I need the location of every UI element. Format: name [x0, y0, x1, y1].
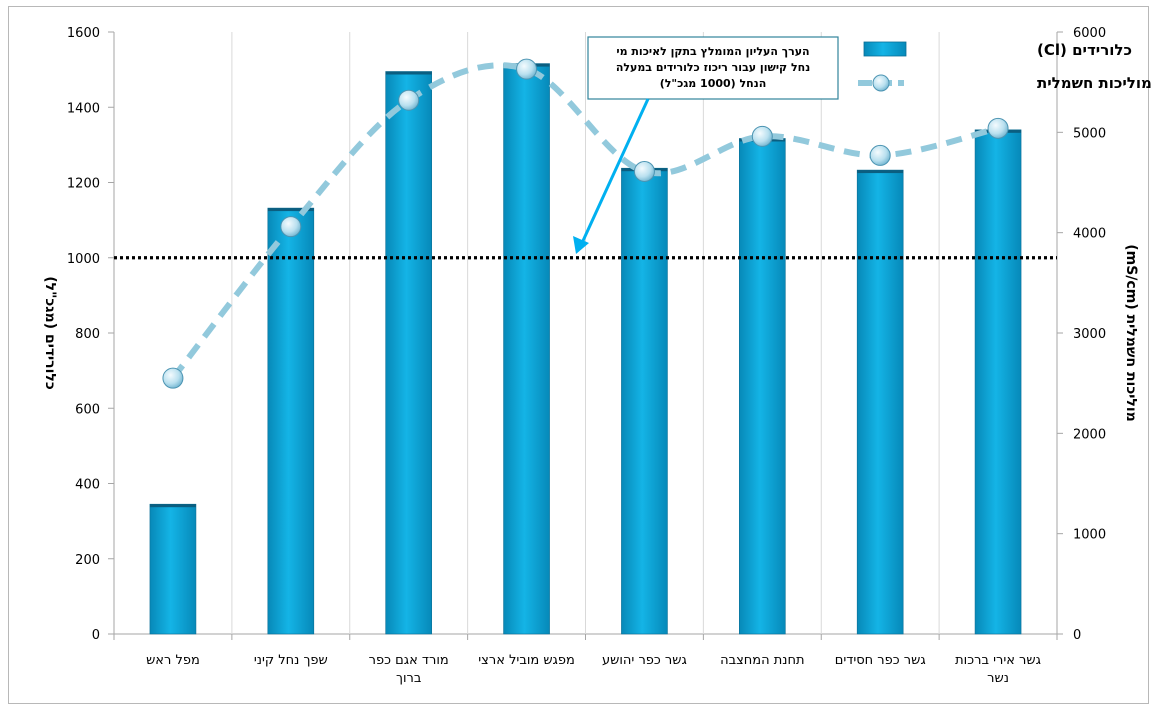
annotation-text: נחל קישון עבור ריכוז כלורידים במעלה [616, 61, 810, 74]
conductivity-marker [280, 216, 302, 238]
bar-chloride [267, 207, 315, 635]
bar-chloride-cap [267, 208, 314, 212]
y2-tick-label: 1000 [1073, 528, 1106, 543]
conductivity-marker [633, 160, 655, 182]
chart-frame [8, 6, 1149, 704]
y-tick-label: 1200 [67, 177, 100, 192]
y-tick-label: 1400 [67, 101, 100, 116]
legend-label-conductivity: מוליכות חשמלית [1037, 74, 1152, 92]
annotation-text: הנחל (1000 מגכ"ל) [660, 77, 767, 90]
conductivity-marker [869, 144, 891, 166]
y2-tick-label: 4000 [1073, 227, 1106, 242]
x-category-label: גשר כפר יהושע [602, 653, 687, 668]
bar-chloride-cap [857, 170, 904, 174]
y2-axis-title: מוליכות חשמלית (mS/cm) [1123, 244, 1139, 422]
y-tick-label: 200 [75, 553, 100, 568]
y-tick-label: 600 [75, 402, 100, 417]
y-tick-label: 400 [75, 478, 100, 493]
bar-chloride [149, 503, 197, 635]
y-tick-label: 1600 [67, 26, 100, 41]
x-category-label: מורד אגם כפר ברוך [369, 653, 449, 686]
y-tick-label: 800 [75, 327, 100, 342]
bar-chloride [503, 63, 550, 635]
x-category-label: מפל ראש [146, 653, 200, 668]
y2-tick-label: 5000 [1073, 126, 1106, 141]
bar-chloride [385, 71, 432, 635]
annotation-arrow-head [573, 236, 589, 254]
y2-tick-label: 6000 [1073, 26, 1106, 41]
conductivity-marker [751, 125, 773, 147]
conductivity-marker [516, 58, 538, 80]
legend-label-chloride: כלורידים (Cl) [1037, 41, 1132, 59]
bar-chloride-cap [149, 504, 196, 508]
annotation-text: הערך העליון המומלץ בתקן לאיכות מי [616, 45, 809, 58]
y-tick-label: 0 [92, 628, 100, 643]
x-category-label: שפך נחל קיני [254, 653, 328, 668]
legend-swatch-marker [872, 74, 890, 92]
x-category-label: גשר כפר חסידים [835, 653, 926, 668]
x-category-label: גשר אירי ברכות נשר [955, 653, 1041, 686]
legend-swatch-bar [863, 41, 907, 57]
y-tick-label: 1000 [67, 252, 100, 267]
y-axis-title: כלורידים (מגכ"ל) [42, 276, 58, 390]
bar-chloride [739, 138, 786, 635]
x-category-label: מפגש מוביל ארצי [478, 653, 575, 668]
y2-tick-label: 2000 [1073, 427, 1106, 442]
annotation-box [587, 36, 839, 100]
bar-chloride [974, 129, 1022, 635]
bar-chloride [856, 169, 904, 635]
conductivity-marker [987, 117, 1009, 139]
conductivity-marker [162, 367, 184, 389]
y2-tick-label: 0 [1073, 628, 1081, 643]
conductivity-marker [398, 89, 420, 111]
bar-chloride [621, 167, 668, 635]
bar-chloride-cap [385, 71, 432, 75]
y2-tick-label: 3000 [1073, 327, 1106, 342]
annotation-arrow-shaft [580, 98, 650, 244]
x-category-label: תחנת המחצבה [720, 653, 804, 668]
